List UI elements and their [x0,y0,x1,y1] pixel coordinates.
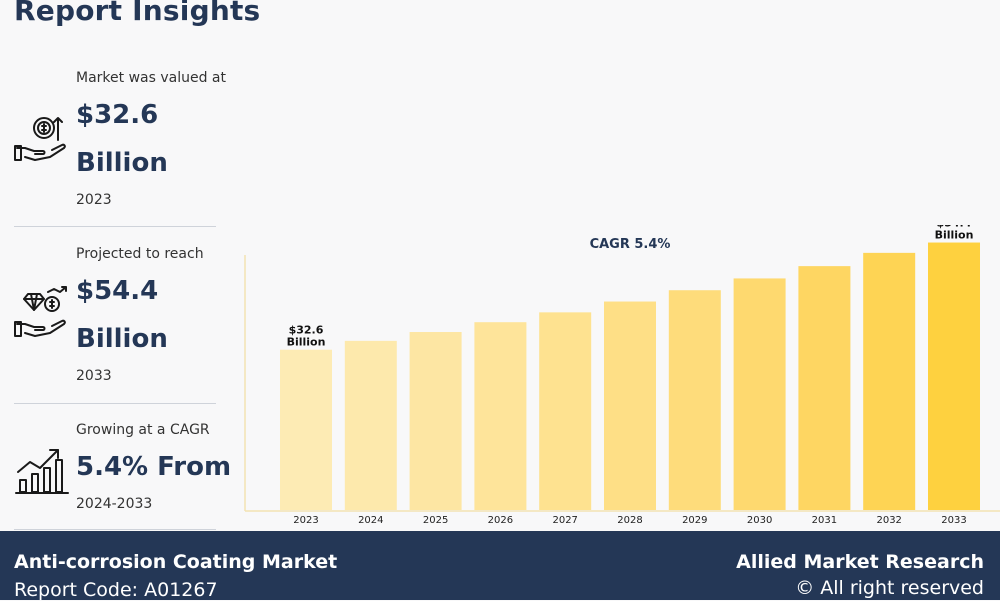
stat-value-unit: Billion [76,324,168,354]
bar-2033 [928,242,980,510]
diamond-hand-icon [14,286,67,337]
stat-year: 2023 [76,192,112,208]
bar-2025 [409,332,462,510]
stat-projected-value: Projected to reach $54.4 Billion 2033 [14,246,216,396]
stat-value: 5.4% From [76,452,232,482]
footer-bar: Anti-corrosion Coating Market Report Cod… [0,531,1000,601]
divider [14,403,216,404]
data-label: Billion [935,229,974,242]
publisher-name: Allied Market Research [736,551,984,573]
bar-2030 [733,278,786,510]
bar-2023 [280,349,332,510]
bar-2026 [474,322,527,510]
data-label: $32.6 [289,324,324,337]
stat-value: $54.4 [76,276,159,306]
stat-label: Growing at a CAGR [76,422,210,438]
x-tick-label: 2027 [552,515,577,526]
stat-year: 2033 [76,368,112,384]
money-hand-icon [14,117,66,161]
stat-market-value: Market was valued at $32.6 Billion 2023 [14,70,226,220]
stat-cagr: Growing at a CAGR 5.4% From 2024-2033 [14,422,231,522]
x-tick-label: 2026 [488,515,513,526]
bar-chart: CAGR 5.4% 2023 2024 2025 2026 2027 2028 2029 20… [244,225,1000,526]
x-tick-label: 2029 [682,515,707,526]
x-tick-label: 2028 [617,515,642,526]
data-label: Billion [287,336,326,349]
bar-2028 [604,301,656,510]
chart-title: CAGR 5.4% [590,237,671,252]
bar-2031 [798,266,851,510]
market-name: Anti-corrosion Coating Market [14,551,338,573]
bar-2032 [863,252,916,510]
stat-value: $32.6 [76,100,159,130]
bar-2024 [344,340,397,510]
stat-label: Market was valued at [76,70,226,86]
data-label: $54.4 [937,225,972,230]
stat-period: 2024-2033 [76,496,153,512]
x-tick-label: 2032 [876,515,901,526]
stat-value-unit: Billion [76,148,168,178]
x-tick-label: 2025 [423,515,448,526]
x-tick-label: 2030 [747,515,772,526]
page-title: Report Insights [14,0,261,27]
divider [14,226,216,227]
x-tick-label: 2023 [293,515,318,526]
growth-chart-icon [15,449,69,494]
x-tick-label: 2024 [358,515,383,526]
report-code: Report Code: A01267 [14,579,218,601]
x-tick-label: 2031 [812,515,837,526]
divider [14,529,216,530]
copyright-notice: © All right reserved [795,577,984,599]
stat-label: Projected to reach [76,246,204,262]
bar-2027 [539,312,592,510]
x-tick-label: 2033 [941,515,966,526]
bar-2029 [668,290,721,510]
